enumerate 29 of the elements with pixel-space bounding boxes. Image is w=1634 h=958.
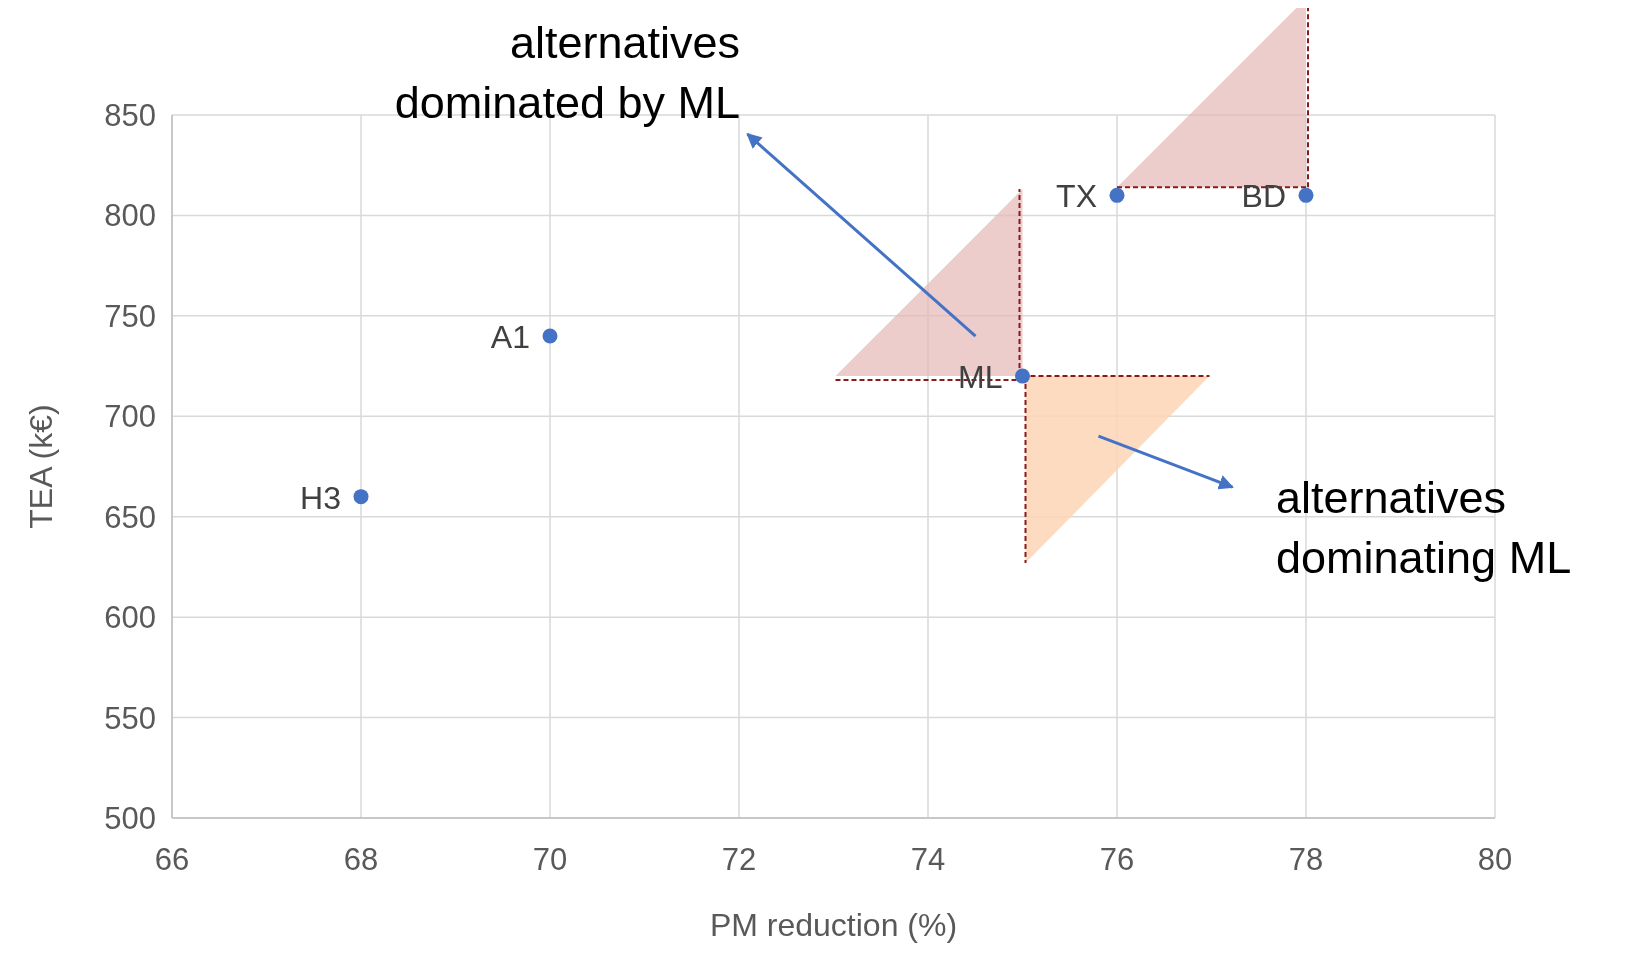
y-tick-label: 650 — [104, 499, 156, 535]
x-tick-label: 70 — [532, 842, 568, 877]
point — [542, 328, 558, 344]
y-tick-label: 550 — [104, 700, 156, 736]
annotation: alternatives dominated by ML — [394, 17, 740, 128]
point — [353, 489, 369, 505]
annotation: alternatives dominating ML — [1276, 472, 1572, 583]
y-tick-label: 600 — [104, 600, 156, 636]
annotation: TX — [1056, 178, 1097, 215]
x-tick-label: 74 — [910, 842, 946, 877]
x-tick-label: 78 — [1288, 842, 1324, 877]
y-tick-label: 500 — [104, 801, 156, 836]
annotation: H3 — [300, 479, 341, 516]
x-tick-label: 66 — [154, 842, 190, 877]
x-axis-title: PM reduction (%) — [709, 907, 958, 943]
y-tick-label: 700 — [104, 399, 156, 435]
y-tick-label: 800 — [104, 198, 156, 234]
point — [1298, 187, 1314, 203]
x-tick-label: 68 — [343, 842, 379, 877]
y-tick-label: 750 — [104, 298, 156, 334]
x-tick-label: 72 — [721, 842, 757, 877]
annotation: A1 — [490, 318, 530, 355]
y-tick-label: 850 — [104, 98, 156, 133]
point — [1015, 368, 1030, 384]
y-axis-title: TEA (k€) — [23, 404, 59, 529]
point — [1109, 187, 1125, 203]
x-tick-label: 80 — [1477, 842, 1513, 877]
annotation: BD — [1241, 178, 1286, 215]
x-tick-label: 76 — [1099, 842, 1135, 877]
